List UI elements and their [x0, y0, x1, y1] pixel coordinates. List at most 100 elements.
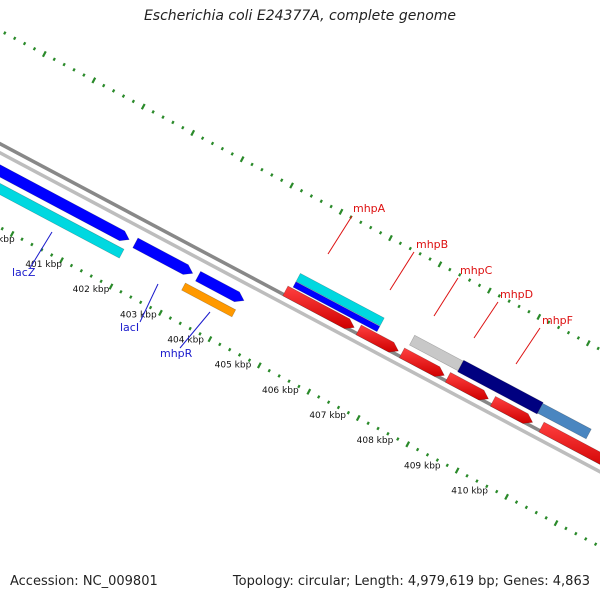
gc-tick	[289, 182, 294, 189]
gc-tick	[415, 447, 420, 452]
mhpA-cyan-block[interactable]	[295, 272, 385, 327]
gc-tick	[91, 77, 97, 84]
gc-tick	[121, 94, 126, 98]
gc-tick	[435, 458, 440, 462]
scale-label: 400 kbp	[0, 235, 15, 245]
mhpD-block[interactable]	[444, 372, 489, 401]
gene-label-mhpR[interactable]: mhpR	[160, 347, 193, 360]
gc-tick	[277, 374, 281, 378]
mhpA-blue-block[interactable]	[292, 281, 381, 333]
gc-tick	[425, 452, 430, 457]
mhpR-block[interactable]	[195, 270, 245, 303]
gc-tick	[256, 362, 262, 369]
gc-tick	[140, 103, 146, 110]
gc-tick	[514, 500, 519, 504]
gene-label-lacZ[interactable]: lacZ	[12, 266, 36, 279]
gene-leader-line	[29, 231, 53, 269]
gene-label-mhpB[interactable]: mhpB	[416, 238, 448, 251]
gene-leader-line	[179, 311, 211, 349]
gc-tick	[22, 41, 27, 46]
gc-tick	[129, 295, 133, 299]
gc-tick	[168, 316, 173, 320]
gc-tick	[178, 321, 182, 326]
gc-tick	[79, 268, 84, 273]
feature-track[interactable]	[0, 142, 600, 471]
gene-leader-line	[515, 327, 541, 365]
gc-tick	[564, 526, 568, 531]
gene-leader-line	[139, 283, 159, 323]
gc-tick	[52, 57, 56, 62]
gc-tick	[151, 110, 155, 114]
gc-tick	[584, 537, 588, 541]
genome-summary: Topology: circular; Length: 4,979,619 bp…	[232, 574, 590, 589]
gc-tick	[239, 156, 245, 163]
gc-tick	[50, 253, 54, 257]
gc-tick	[346, 410, 351, 415]
gc-tick	[72, 67, 76, 72]
mhpR-orange-block[interactable]	[181, 282, 237, 318]
gc-tick	[188, 326, 192, 331]
gc-tick	[437, 261, 443, 268]
gc-tick	[378, 230, 383, 235]
gene-label-mhpF[interactable]: mhpF	[542, 314, 573, 327]
mhpF-block[interactable]	[489, 395, 534, 424]
gene-label-mhpC[interactable]: mhpC	[460, 264, 493, 277]
gene-labels: lacZ lacI mhpR mhpA mhpB mhpC mhpD mhpF	[12, 202, 573, 365]
gc-tick	[553, 519, 559, 527]
mhpA-block[interactable]	[282, 285, 355, 329]
gene-label-lacI[interactable]: lacI	[120, 321, 139, 334]
gc-tick	[210, 141, 215, 146]
gc-tick	[504, 493, 509, 501]
gc-tick	[336, 405, 341, 410]
gc-tick	[171, 120, 175, 125]
gc-tick	[486, 287, 492, 294]
mhpC-block[interactable]	[398, 347, 445, 377]
gc-tick	[475, 479, 479, 483]
gene-leader-line	[389, 251, 415, 291]
gc-tick	[566, 330, 571, 335]
gc-tick	[485, 484, 489, 489]
gc-tick	[306, 388, 312, 395]
lacI-block[interactable]	[132, 237, 194, 275]
gc-tick	[386, 431, 390, 436]
gc-tick	[0, 226, 4, 231]
next-cds-block[interactable]	[538, 421, 600, 470]
gc-tick	[30, 242, 34, 247]
gc-tick	[326, 400, 331, 405]
gc-tick	[596, 346, 600, 351]
gc-tick	[366, 421, 370, 426]
mhpC-gray-block[interactable]	[409, 334, 464, 372]
gc-tick	[111, 89, 116, 93]
gc-tick	[388, 234, 393, 242]
gc-tick	[108, 283, 114, 290]
lacZ-block[interactable]	[0, 142, 130, 242]
scale-label: 402 kbp	[73, 285, 110, 295]
gc-tick	[445, 463, 449, 468]
mhpF-steel-block[interactable]	[537, 402, 592, 440]
backbone-line	[0, 150, 600, 474]
gc-tick	[497, 294, 501, 298]
gene-label-mhpD[interactable]: mhpD	[500, 288, 533, 301]
gc-tick	[99, 279, 103, 284]
gc-tick	[260, 167, 264, 172]
map-title: Escherichia coli E24377A, complete genom…	[143, 8, 457, 24]
mhpB-block[interactable]	[355, 324, 399, 353]
gc-tick	[534, 510, 538, 515]
gc-tick	[220, 146, 225, 151]
scale-label: 401 kbp	[25, 260, 62, 270]
gc-tick	[309, 194, 314, 198]
gc-tick	[359, 220, 363, 225]
gene-label-mhpA[interactable]: mhpA	[353, 202, 386, 215]
gc-tick	[3, 31, 7, 35]
lacZ-cyan-block[interactable]	[0, 156, 125, 259]
gc-tick	[458, 273, 462, 277]
gc-tick	[59, 257, 64, 264]
mhpD-navy-block[interactable]	[457, 359, 544, 415]
gc-tick	[507, 299, 511, 303]
gc-tick	[270, 173, 274, 177]
gc-tick	[465, 473, 469, 478]
scale-label: 408 kbp	[357, 436, 394, 446]
gc-tick	[247, 358, 252, 363]
